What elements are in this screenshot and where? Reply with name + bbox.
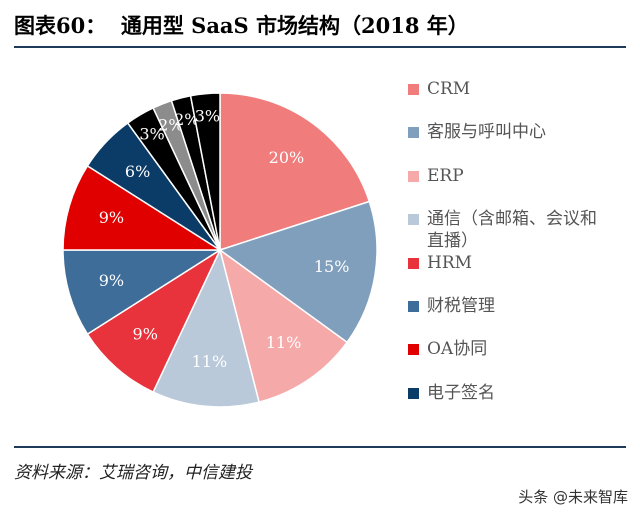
divider bbox=[14, 46, 626, 48]
pie-slice bbox=[218, 248, 349, 403]
pie-slice bbox=[62, 249, 223, 336]
legend-swatch bbox=[408, 301, 419, 312]
legend-item: 客服与呼叫中心 bbox=[408, 121, 608, 143]
legend-swatch bbox=[408, 214, 419, 225]
legend-item: 电子签名 bbox=[408, 382, 608, 404]
legend-item: HRM bbox=[408, 252, 608, 274]
pie-slice bbox=[219, 92, 371, 252]
legend-label: 财税管理 bbox=[427, 296, 495, 316]
legend-label: 客服与呼叫中心 bbox=[427, 122, 546, 142]
chart-title: 图表60： 通用型 SaaS 市场结构（2018 年） bbox=[14, 13, 469, 38]
legend-label: 通信（含邮箱、会议和直播） bbox=[427, 209, 597, 251]
slice-label: 11% bbox=[266, 333, 302, 352]
legend-label: 电子签名 bbox=[427, 383, 495, 403]
legend-swatch bbox=[408, 127, 419, 138]
legend-item: CRM bbox=[408, 78, 608, 100]
legend-swatch bbox=[408, 258, 419, 269]
watermark: 头条 @未来智库 bbox=[518, 488, 628, 506]
slice-label: 2% bbox=[174, 110, 199, 129]
pie-slice bbox=[152, 247, 260, 408]
pie-chart: 20%15%11%11%9%9%9%6%3%2%2%3% bbox=[62, 92, 378, 408]
legend-item: 通信（含邮箱、会议和直播） bbox=[408, 208, 608, 252]
legend-label: OA协同 bbox=[427, 339, 488, 359]
source-note: 资料来源：艾瑞咨询，中信建投 bbox=[14, 463, 252, 483]
legend-swatch bbox=[408, 388, 419, 399]
legend-item: 财税管理 bbox=[408, 295, 608, 317]
divider bbox=[14, 446, 626, 448]
slice-label: 9% bbox=[99, 271, 124, 290]
legend-label: CRM bbox=[427, 79, 471, 99]
pie-slice bbox=[189, 92, 221, 251]
slice-label: 9% bbox=[99, 208, 124, 227]
slice-label: 6% bbox=[125, 162, 150, 181]
legend-swatch bbox=[408, 84, 419, 95]
slice-label: 20% bbox=[269, 148, 305, 167]
slice-label: 3% bbox=[139, 125, 164, 144]
slice-label: 3% bbox=[195, 107, 220, 126]
legend-label: HRM bbox=[427, 253, 473, 273]
pie-slice bbox=[62, 164, 223, 251]
slice-label: 15% bbox=[314, 257, 350, 276]
legend-swatch bbox=[408, 344, 419, 355]
slice-label: 9% bbox=[133, 324, 158, 343]
pie-slice bbox=[86, 247, 222, 394]
legend-swatch bbox=[408, 171, 419, 182]
slice-label: 11% bbox=[192, 352, 228, 371]
legend-label: ERP bbox=[427, 166, 464, 186]
legend-item: OA协同 bbox=[408, 338, 608, 360]
pie-slice bbox=[218, 200, 378, 344]
legend-item: ERP bbox=[408, 165, 608, 187]
